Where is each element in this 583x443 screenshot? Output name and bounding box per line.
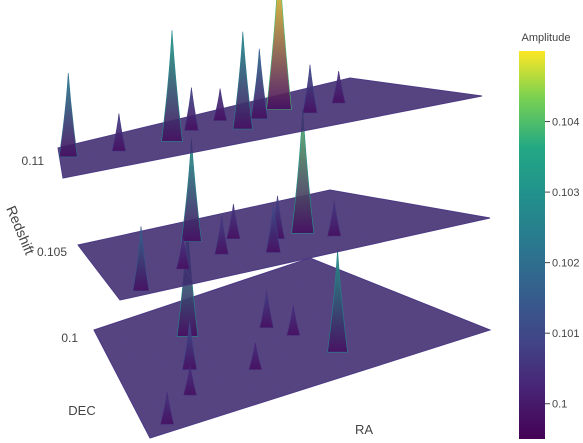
surface-ripple — [128, 233, 171, 290]
surface-ripple — [115, 322, 172, 431]
surface-ripple — [145, 126, 151, 158]
surface-ripple — [201, 293, 259, 403]
surface-layer — [77, 108, 491, 301]
amplitude-peak — [58, 73, 78, 158]
amplitude-peak — [183, 87, 199, 131]
amplitude-peak — [183, 365, 197, 396]
z-tick-label: 0.105 — [37, 245, 67, 259]
amplitude-peak — [250, 48, 269, 120]
amplitude-peak — [265, 204, 281, 253]
amplitude-peak — [259, 290, 274, 328]
layer-group — [57, 0, 492, 439]
colorbar-tick-label: 0.1 — [552, 399, 567, 411]
amplitude-peak — [213, 88, 227, 121]
colorbar-tick-label: 0.104 — [552, 117, 580, 129]
surface-layer — [57, 0, 483, 179]
amplitude-peak — [331, 70, 346, 104]
amplitude-peak — [232, 31, 253, 130]
amplitude-peak — [302, 64, 318, 114]
x-axis-title: RA — [355, 422, 373, 437]
amplitude-peak — [161, 30, 183, 142]
surface-plane — [57, 77, 483, 179]
surface-ripple — [86, 140, 93, 172]
amplitude-peak — [132, 226, 150, 292]
surface-ripple — [349, 77, 356, 109]
colorbar-title: Amplitude — [522, 32, 571, 44]
surface-ripple — [329, 189, 373, 246]
z-axis-title: Redshift — [3, 203, 38, 257]
amplitude-peak — [160, 392, 175, 425]
surface-ripple — [288, 265, 345, 374]
colorbar-ticks: 0.1 0.101 0.102 0.103 0.104 — [545, 117, 580, 411]
surface-ripple — [320, 84, 327, 116]
amplitude-peak — [111, 113, 127, 152]
surface-plane — [77, 189, 491, 301]
z-tick-label: 0.11 — [22, 154, 45, 168]
surface-ripple — [304, 195, 348, 251]
amplitude-peak — [214, 216, 229, 255]
amplitude-peak — [327, 201, 342, 237]
colorbar-tick-label: 0.103 — [552, 187, 580, 199]
amplitude-peak — [266, 0, 292, 110]
surface-ripple — [203, 112, 210, 144]
z-tick-label: 0.1 — [61, 331, 78, 345]
surface-ripple — [153, 228, 196, 284]
surface-ripple — [223, 286, 280, 395]
amplitude-peak — [226, 203, 241, 240]
amplitude-peak — [286, 305, 301, 336]
z-tick-labels: 0.1 0.105 0.11 — [22, 154, 79, 345]
colorbar-tick-label: 0.102 — [552, 258, 580, 270]
surface-ripple — [291, 91, 297, 123]
colorbar — [519, 51, 545, 439]
surface-ripple — [244, 279, 302, 388]
y-axis-title: DEC — [68, 403, 95, 418]
surface-ripple — [136, 315, 194, 424]
amplitude-peak — [176, 236, 190, 270]
amplitude-peak — [248, 342, 262, 370]
surface-layer — [93, 225, 492, 439]
amplitude-peak — [181, 321, 198, 371]
colorbar-tick-label: 0.101 — [552, 328, 580, 340]
